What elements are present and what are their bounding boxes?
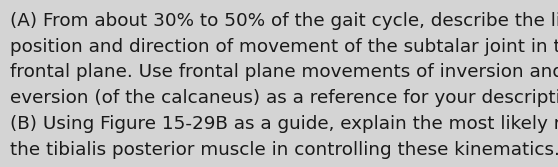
Text: the tibialis posterior muscle in controlling these kinematics.: the tibialis posterior muscle in control… [10, 141, 558, 159]
Text: (B) Using Figure 15-29B as a guide, explain the most likely role of: (B) Using Figure 15-29B as a guide, expl… [10, 115, 558, 133]
Text: eversion (of the calcaneus) as a reference for your description.: eversion (of the calcaneus) as a referen… [10, 89, 558, 107]
Text: position and direction of movement of the subtalar joint in the: position and direction of movement of th… [10, 38, 558, 56]
Text: (A) From about 30% to 50% of the gait cycle, describe the likely: (A) From about 30% to 50% of the gait cy… [10, 12, 558, 30]
Text: frontal plane. Use frontal plane movements of inversion and: frontal plane. Use frontal plane movemen… [10, 63, 558, 81]
